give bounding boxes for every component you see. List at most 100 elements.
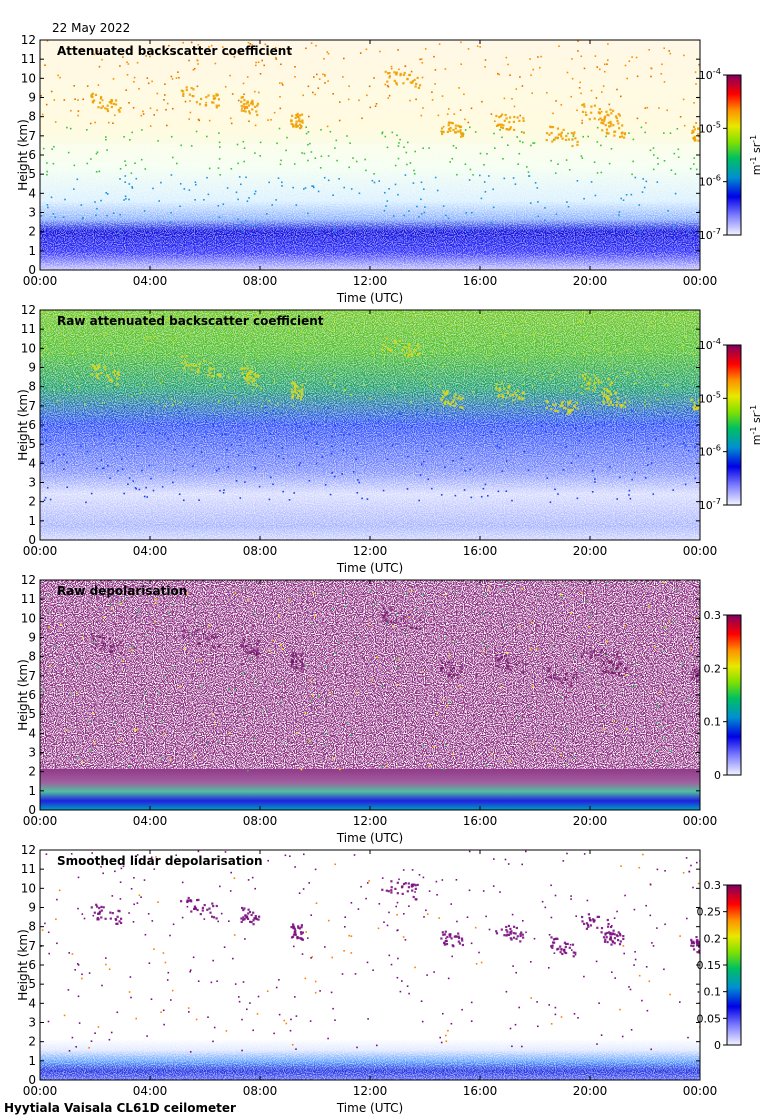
data-dot [409,99,411,102]
data-dot [161,380,164,382]
streak-dot [605,395,608,398]
x-tick-label: 16:00 [463,274,498,288]
data-dot [166,102,169,105]
streak-dot [110,105,113,109]
data-dot [668,50,670,52]
data-dot [400,413,402,415]
data-dot [570,462,573,464]
data-dot [500,438,502,441]
y-tick-label: 3 [28,476,36,490]
streak-dot [197,368,200,371]
data-dot [580,55,583,58]
data-dot [251,876,254,879]
data-dot [614,977,616,979]
streak-dot [549,667,552,670]
data-dot [334,424,336,427]
streak-dot [192,95,195,98]
data-dot [471,211,473,214]
data-dot [80,204,83,206]
data-dot [483,650,485,653]
data-dot [560,593,562,596]
data-dot [492,206,495,209]
data-dot [237,218,239,220]
data-dot [302,368,305,370]
data-dot [428,890,431,892]
streak-dot [554,673,557,676]
streak-dot [212,645,215,648]
data-dot [314,157,317,159]
data-dot [499,891,501,893]
streak-dot [506,930,509,933]
data-dot [590,89,593,92]
streak-dot [117,909,120,912]
data-dot [509,74,511,76]
data-dot [448,700,450,703]
data-dot [424,612,427,614]
data-dot [688,870,691,873]
y-tick-label: 1 [28,514,36,528]
streak-dot [193,905,196,908]
streak-dot [296,112,299,115]
data-dot [76,178,79,181]
streak-dot [564,406,567,410]
data-dot [663,419,665,422]
data-dot [230,168,233,170]
data-dot [329,493,332,496]
data-dot [128,183,131,185]
x-axis-label: Time (UTC) [336,561,403,575]
data-dot [630,193,633,196]
x-tick-label: 12:00 [353,814,388,828]
streak-dot [696,939,699,942]
streak-dot [690,677,693,680]
plot-area [40,850,700,1080]
data-dot [170,212,172,214]
data-dot [672,223,675,226]
data-dot [492,885,495,887]
streak-dot [609,393,612,396]
data-dot [288,499,291,501]
data-dot [537,1025,539,1028]
streak-dot [244,105,247,108]
streak-dot [505,925,508,929]
data-dot [138,894,141,897]
data-dot [388,94,391,97]
streak-dot [510,938,513,941]
data-dot [583,975,585,978]
data-dot [485,357,487,359]
streak-dot [700,680,702,682]
data-dot [683,124,686,127]
data-dot [272,639,275,642]
streak-dot [521,933,524,936]
streak-dot [209,367,212,370]
data-dot [164,83,166,85]
x-axis: 00:00 04:00 08:00 12:00 16:00 20:00 00:00 [23,310,717,558]
streak-dot [445,943,449,946]
streak-dot [587,387,590,390]
streak-dot [581,920,584,923]
data-dot [253,737,256,740]
data-dot [292,405,294,407]
data-dot [464,469,466,472]
data-dot [368,85,371,88]
streak-dot [250,380,254,383]
data-dot [86,85,89,87]
data-dot [476,45,479,47]
streak-dot [612,664,615,667]
streak-dot [696,679,699,682]
streak-dot [588,917,591,920]
data-dot [98,65,101,68]
streak-dot [209,911,212,914]
data-dot [228,688,230,691]
data-dot [56,942,58,945]
data-dot [137,445,139,447]
streak-dot [617,113,620,116]
data-dot [344,916,346,918]
data-dot [421,671,424,673]
data-dot [392,625,395,627]
colorbar: 10-710-610-510-4m-1 sr-1 [699,66,763,242]
data-dot [557,163,559,165]
streak-dot [616,401,619,404]
data-dot [376,1044,378,1047]
data-dot [442,1012,444,1015]
data-dot [270,119,272,121]
